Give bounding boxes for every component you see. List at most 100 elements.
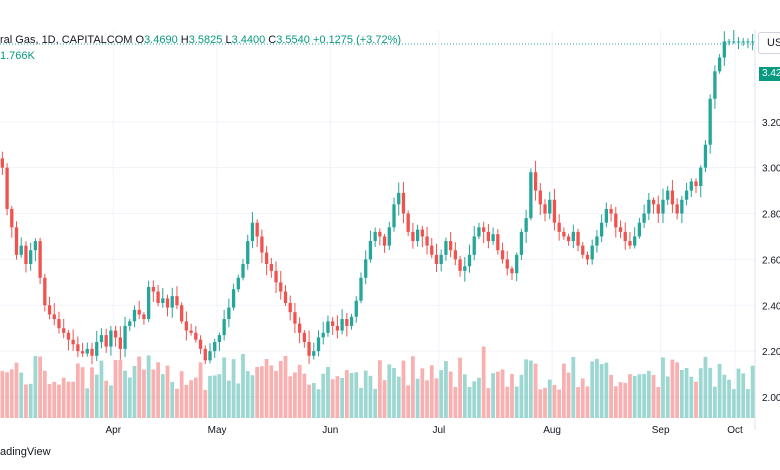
- volume-bar: [670, 359, 675, 418]
- volume-bar: [349, 373, 354, 418]
- candle-body: [595, 236, 599, 246]
- volume-bar: [604, 362, 609, 418]
- candle-body: [741, 41, 745, 43]
- candle-body: [14, 227, 19, 255]
- candle-body: [297, 323, 302, 333]
- candle-body: [29, 250, 33, 264]
- volume-bar: [373, 388, 378, 418]
- candle-body: [151, 286, 156, 292]
- candle-body: [609, 208, 613, 214]
- candle-body: [246, 241, 250, 264]
- volume-bar: [434, 378, 439, 418]
- candle-body: [684, 190, 689, 200]
- volume-bar: [354, 372, 359, 418]
- candle-body: [326, 321, 330, 333]
- volume-bar: [250, 375, 255, 418]
- volume-bar: [552, 384, 557, 418]
- candle-body: [505, 259, 509, 269]
- volume-bar: [514, 386, 519, 418]
- volume-bar: [75, 363, 80, 418]
- volume-bar: [288, 376, 293, 418]
- candle-body: [71, 339, 75, 345]
- volume-bar: [661, 357, 665, 418]
- volume-bar: [217, 374, 222, 418]
- y-tick-label: 2.60: [762, 255, 780, 266]
- candle-body: [604, 208, 609, 223]
- volume-bar: [543, 387, 547, 418]
- volume-bar: [429, 365, 434, 418]
- volume-bar: [477, 377, 481, 418]
- volume-bar: [359, 387, 363, 418]
- volume-bar: [623, 382, 628, 418]
- candle-body: [666, 190, 670, 200]
- candle-body: [637, 222, 642, 237]
- candle-body: [722, 41, 726, 58]
- volume-bar: [179, 371, 184, 418]
- volume-bar: [486, 388, 491, 418]
- volume-bar: [609, 374, 613, 418]
- candle-body: [180, 305, 184, 322]
- candle-body: [557, 222, 561, 232]
- volume-bar: [212, 375, 217, 418]
- volume-bar: [231, 359, 236, 418]
- candle-body: [708, 98, 712, 145]
- candle-body: [689, 181, 693, 191]
- volume-bar: [736, 368, 741, 418]
- legend-change: +0.1275 (+3.72%): [312, 34, 402, 46]
- volume-bar: [411, 356, 415, 418]
- x-tick-label: Oct: [727, 425, 743, 436]
- candle-body: [736, 41, 741, 43]
- x-tick-label: Aug: [543, 425, 561, 436]
- x-tick-label: Jul: [432, 425, 445, 436]
- candle-body: [614, 213, 618, 228]
- candle-body: [651, 199, 656, 205]
- legend-symbol: ral Gas, 1D, CAPITALCOM: [0, 34, 133, 46]
- chart-grid: [0, 30, 756, 430]
- candle-body: [345, 319, 349, 326]
- y-tick-label: 3.20: [762, 118, 780, 129]
- candle-body: [198, 339, 203, 349]
- candle-body: [703, 144, 708, 168]
- candle-body: [24, 245, 28, 264]
- time-axis[interactable]: Apr May Jun Jul Aug Sep Oct: [105, 425, 743, 436]
- legend-open: 3.4690: [144, 34, 178, 46]
- volume-bar: [175, 388, 179, 418]
- candle-body: [717, 57, 722, 72]
- x-tick-label: May: [208, 425, 227, 436]
- volume-bar: [665, 376, 670, 418]
- volume-bar: [505, 386, 510, 418]
- volume-bar: [637, 374, 642, 418]
- volume-bar: [260, 366, 264, 418]
- price-axis[interactable]: 3.20 3.00 2.80 2.60 2.40 2.20 2.00: [762, 118, 780, 404]
- volume-bar: [118, 359, 123, 418]
- volume-bar: [307, 384, 311, 418]
- volume-bar: [656, 387, 661, 418]
- legend-low-label: L: [225, 34, 232, 46]
- volume-bar: [90, 367, 94, 418]
- candle-body: [477, 227, 481, 237]
- volume-bar: [613, 386, 618, 418]
- volume-bar: [453, 386, 458, 418]
- candle-body: [264, 252, 269, 264]
- volume-bar: [245, 371, 250, 418]
- volume-bar: [618, 382, 623, 418]
- volume-bar: [547, 379, 552, 418]
- volume-bar: [80, 367, 85, 418]
- volume-bar: [566, 372, 571, 418]
- volume-bar: [396, 376, 401, 418]
- volume-bar: [85, 388, 90, 418]
- candle-body: [307, 342, 311, 356]
- volume-bar: [392, 368, 396, 418]
- currency-button[interactable]: USD: [758, 32, 780, 54]
- candle-body: [0, 158, 5, 168]
- candle-body: [713, 71, 717, 99]
- volume-bar: [444, 361, 448, 418]
- volume-bar: [19, 372, 24, 418]
- candle-body: [227, 307, 231, 320]
- volume-bar: [689, 376, 694, 418]
- y-tick-label: 2.80: [762, 210, 780, 221]
- volume-bar: [283, 355, 288, 418]
- volume-bar: [165, 365, 170, 418]
- volume-bar: [741, 373, 746, 418]
